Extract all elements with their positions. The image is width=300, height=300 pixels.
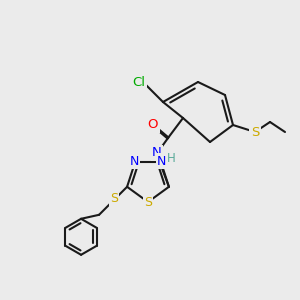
Text: N: N (157, 155, 167, 168)
Text: O: O (148, 118, 158, 131)
Text: N: N (152, 146, 162, 160)
Text: Cl: Cl (133, 76, 146, 88)
Text: S: S (144, 196, 152, 209)
Text: S: S (110, 192, 118, 205)
Text: S: S (251, 125, 259, 139)
Text: H: H (167, 152, 176, 164)
Text: N: N (129, 155, 139, 168)
